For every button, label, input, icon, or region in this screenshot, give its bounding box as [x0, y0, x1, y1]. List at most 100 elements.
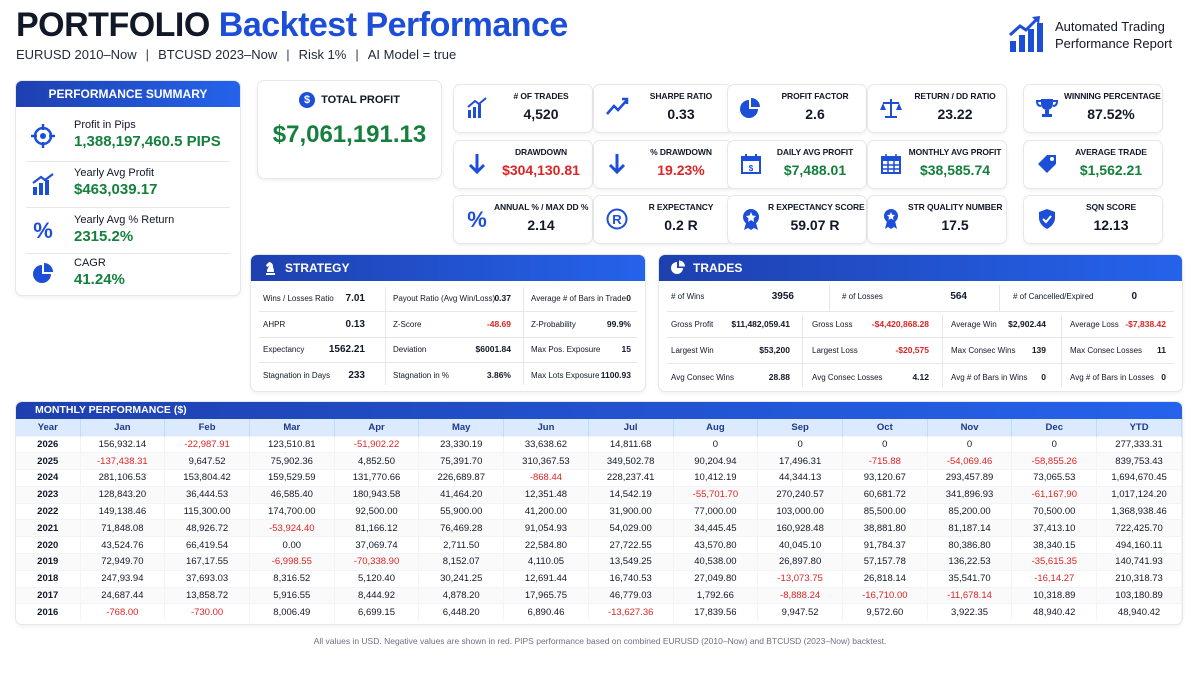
value-cell: 31,900.00	[588, 502, 674, 520]
metric-value: 4,520	[523, 106, 559, 122]
trades-label: Largest Win	[671, 346, 714, 355]
value-cell: 0	[842, 435, 928, 453]
metric-label: DAILY AVG PROFIT	[776, 147, 854, 157]
value-cell: 1,368,938.46	[1096, 502, 1182, 520]
subtitle: EURUSD 2010–Now | BTCUSD 2023–Now | Risk 1% |…	[16, 47, 456, 62]
metric-card: AVERAGE TRADE $1,562.21	[1024, 141, 1162, 188]
divider	[667, 363, 1174, 364]
svg-text:%: %	[467, 207, 487, 231]
value-cell: -61,167.90	[1011, 485, 1098, 504]
value-cell: -13,073.75	[757, 569, 843, 588]
trades-value: 28.88	[768, 372, 790, 382]
table-row: 2023 128,843.20 36,444.53 46,585.40 180,943.…	[16, 485, 1182, 504]
trades-value: 0	[1041, 372, 1046, 382]
value-cell: 76,469.28	[418, 519, 505, 537]
divider	[942, 315, 943, 387]
subtitle-btcusd: BTCUSD 2023–Now	[158, 47, 278, 62]
value-cell: 13,549.25	[588, 553, 674, 571]
value-cell: 12,691.44	[503, 569, 589, 588]
strategy-value: $6001.84	[475, 344, 511, 354]
value-cell: 14,811.68	[588, 435, 674, 453]
value-cell: 72,949.70	[80, 553, 166, 571]
metric-label: ANNUAL % / MAX DD %	[494, 202, 589, 212]
value-cell: 46,585.40	[249, 485, 335, 504]
table-header-row: Year Jan Feb Mar Apr May Jun Jul Aug Sep Oct Nov Dec…	[16, 419, 1182, 436]
strategy-label: Max Pos. Exposure	[531, 345, 601, 354]
metric-label: # OF TRADES	[513, 91, 569, 101]
value-cell: 6,890.46	[503, 603, 589, 621]
trades-value: $11,482,059.41	[731, 319, 790, 329]
metric-value: $1,562.21	[1079, 162, 1143, 178]
table-row: 2016 -768.00 -730.00 8,006.49 6,699.15 6,448.…	[16, 603, 1182, 621]
value-cell: 40,538.00	[673, 553, 759, 571]
value-cell: 494,160.11	[1096, 536, 1182, 554]
divider	[259, 311, 637, 312]
value-cell: 128,843.20	[80, 485, 166, 504]
svg-text:R: R	[612, 212, 622, 227]
value-cell: 228,237.41	[588, 469, 674, 487]
value-cell: 41,200.00	[503, 502, 589, 520]
value-cell: 167,17.55	[164, 553, 250, 571]
value-cell: 12,351.48	[503, 485, 589, 504]
metric-card: WINNING PERCENTAGE 87.52%	[1024, 85, 1162, 132]
monthly-performance-table: Year Jan Feb Mar Apr May Jun Jul Aug Sep Oct Nov Dec…	[16, 419, 1182, 621]
value-cell: 153,804.42	[164, 469, 250, 487]
value-cell: 8,006.49	[249, 603, 335, 621]
column-header: Sep	[757, 419, 843, 436]
total-profit-label: TOTAL PROFIT	[321, 93, 400, 106]
value-cell: 131,770.66	[334, 469, 420, 487]
column-header: YTD	[1096, 419, 1182, 436]
value-cell: 2,711.50	[418, 536, 505, 554]
value-cell: -11,678.14	[927, 586, 1013, 604]
bar-chart-icon	[465, 96, 489, 120]
title-backtest-performance: Backtest Performance	[218, 6, 569, 44]
bar-chart-growth-icon	[1008, 16, 1043, 52]
value-cell: 48,926.72	[164, 519, 250, 537]
summary-profit-in-pips: Profit in Pips 1,388,197,460.5 PIPS	[16, 113, 240, 159]
year-cell: 2018	[16, 569, 81, 588]
strategy-label: Max Lots Exposure	[531, 371, 600, 380]
table-row: 2025 -137,438.31 9,647.52 75,902.36 4,852.50…	[16, 452, 1182, 470]
calendar-icon: $	[739, 152, 763, 176]
monthly-performance-panel: MONTHLY PERFORMANCE ($) Year Jan Feb Mar Apr…	[16, 402, 1182, 624]
trades-label: Avg # of Bars in Losses	[1070, 373, 1154, 382]
value-cell: 0.00	[249, 536, 335, 554]
value-cell: 10,318.89	[1011, 586, 1098, 604]
arrow-down-icon	[465, 152, 489, 176]
strategy-value: 7.01	[345, 293, 365, 304]
strategy-label: AHPR	[263, 320, 286, 329]
strategy-label: Deviation	[393, 345, 427, 354]
value-cell: 1,694,670.45	[1096, 469, 1182, 487]
value-cell: 156,932.14	[80, 435, 166, 453]
trades-label: # of Wins	[671, 292, 705, 301]
divider	[259, 362, 637, 363]
trades-value: -$7,838.42	[1125, 319, 1166, 329]
metric-label: STR QUALITY NUMBER	[908, 202, 1003, 212]
value-cell: 6,699.15	[334, 603, 420, 621]
strategy-label: Stagnation in Days	[263, 371, 331, 380]
value-cell: 310,367.53	[503, 452, 589, 470]
column-header: Mar	[249, 419, 335, 436]
metric-value: $304,130.81	[502, 162, 580, 178]
value-cell: 277,333.31	[1096, 435, 1182, 453]
metric-card: PROFIT FACTOR 2.6	[728, 85, 866, 132]
value-cell: -715.88	[842, 452, 928, 470]
metric-label: SQN SCORE	[1085, 202, 1137, 212]
arrow-down-icon	[605, 152, 629, 176]
metric-label: PROFIT FACTOR	[781, 91, 849, 101]
year-cell: 2016	[16, 603, 81, 621]
trades-value: $53,200	[759, 345, 790, 355]
trades-value: -$4,420,868.28	[871, 319, 929, 329]
strategy-value: 233	[348, 370, 365, 381]
value-cell: 0	[757, 435, 843, 453]
separator: |	[286, 47, 290, 62]
dollar-icon: $	[299, 92, 316, 108]
strategy-label: Stagnation in %	[393, 371, 450, 380]
trades-value: 11	[1157, 345, 1166, 355]
value-cell: 24,687.44	[80, 586, 166, 604]
value-cell: -51,902.22	[334, 435, 420, 453]
trades-label: Max Consec Losses	[1070, 346, 1143, 355]
value-cell: 3,922.35	[927, 603, 1013, 621]
divider	[26, 161, 230, 162]
summary-label: CAGR	[74, 257, 106, 269]
